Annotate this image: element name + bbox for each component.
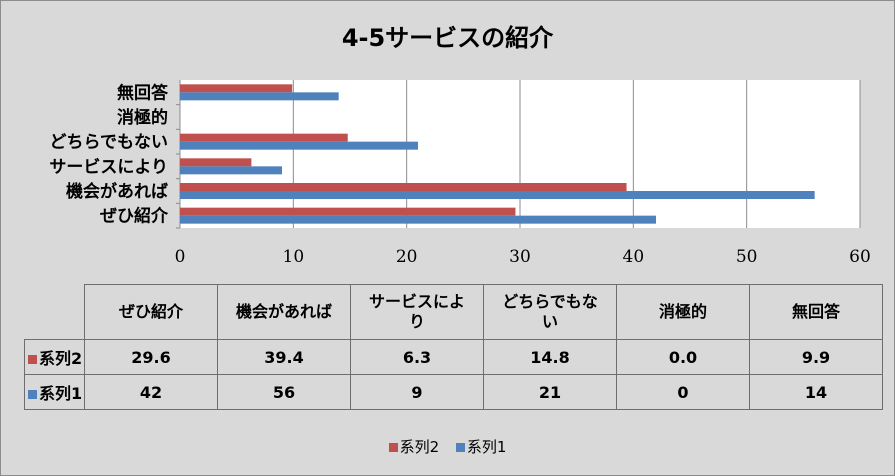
bar-series1: [180, 215, 656, 224]
table-series-label: 系列2: [24, 339, 85, 375]
y-tick-label: サービスにより: [49, 157, 168, 177]
bar-series1: [180, 166, 282, 175]
y-tick-label: 機会があれば: [66, 181, 168, 202]
table-row-series1: 系列1 42 56 9 21 0 14: [24, 374, 883, 410]
data-table: ぜひ紹介 機会があれば サービスによ りどちらでもな い消極的 無回答 系列2 29.…: [24, 284, 883, 410]
data-label: 14: [749, 374, 883, 410]
bar-series2: [180, 183, 627, 191]
table-row-series2: 系列2 29.6 39.4 6.3 14.8 0.0 9.9: [24, 339, 883, 375]
table-series-label: 系列1: [24, 374, 85, 410]
table-column-header: どちらでもな い: [483, 284, 617, 340]
bar-series1: [180, 191, 815, 199]
legend: 系列2 系列1: [0, 436, 895, 457]
data-label: 14.8: [483, 339, 617, 375]
legend-item-series1: 系列1: [455, 438, 507, 456]
data-label: 9: [350, 374, 484, 410]
data-label: 39.4: [217, 339, 351, 375]
table-column-header: 消極的: [616, 284, 750, 340]
series-name: 系列2: [39, 349, 83, 368]
data-label: 42: [84, 374, 218, 410]
data-label: 21: [483, 374, 617, 410]
data-label: 0.0: [616, 339, 750, 375]
data-label: 6.3: [350, 339, 484, 375]
x-tick-label: 20: [396, 247, 418, 267]
y-tick-label: ぜひ紹介: [100, 206, 169, 227]
table-corner: [24, 284, 85, 340]
x-tick-label: 30: [509, 247, 531, 267]
legend-key: [388, 443, 398, 452]
y-tick-label: 消極的: [117, 107, 168, 128]
bar-series2: [180, 84, 293, 93]
x-tick-label: 40: [623, 247, 645, 267]
legend-label: 系列2: [399, 438, 440, 456]
legend-key: [28, 355, 37, 364]
x-tick-label: 0: [175, 247, 186, 267]
table-column-header: 無回答: [749, 284, 883, 340]
legend-key: [455, 443, 465, 452]
data-label: 0: [616, 374, 750, 410]
chart-title: 4-5サービスの紹介: [341, 24, 554, 52]
x-tick-label: 50: [736, 247, 758, 267]
data-label: 29.6: [84, 339, 218, 375]
bar-series2: [180, 158, 252, 167]
table-header-row: ぜひ紹介 機会があれば サービスによ りどちらでもな い消極的 無回答: [24, 284, 883, 340]
y-tick-label: どちらでもない: [50, 133, 169, 153]
legend-item-series2: 系列2: [388, 438, 440, 456]
table-column-header: サービスによ り: [350, 284, 484, 340]
bar-series1: [180, 92, 339, 101]
x-tick-label: 10: [283, 247, 305, 267]
bar-series2: [180, 207, 516, 216]
bar-series1: [180, 141, 418, 150]
data-label: 56: [217, 374, 351, 410]
series-name: 系列1: [39, 384, 83, 403]
legend-key: [28, 390, 37, 399]
legend-label: 系列1: [466, 438, 507, 456]
table-column-header: 機会があれば: [217, 284, 351, 340]
table-column-header: ぜひ紹介: [84, 284, 218, 340]
x-tick-label: 60: [849, 247, 871, 267]
y-tick-label: 無回答: [117, 82, 169, 103]
data-label: 9.9: [749, 339, 883, 375]
bar-series2: [180, 133, 348, 142]
